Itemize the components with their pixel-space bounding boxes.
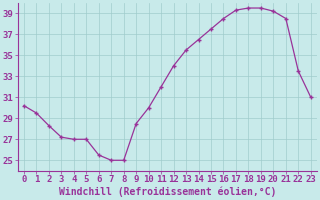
- X-axis label: Windchill (Refroidissement éolien,°C): Windchill (Refroidissement éolien,°C): [59, 187, 276, 197]
